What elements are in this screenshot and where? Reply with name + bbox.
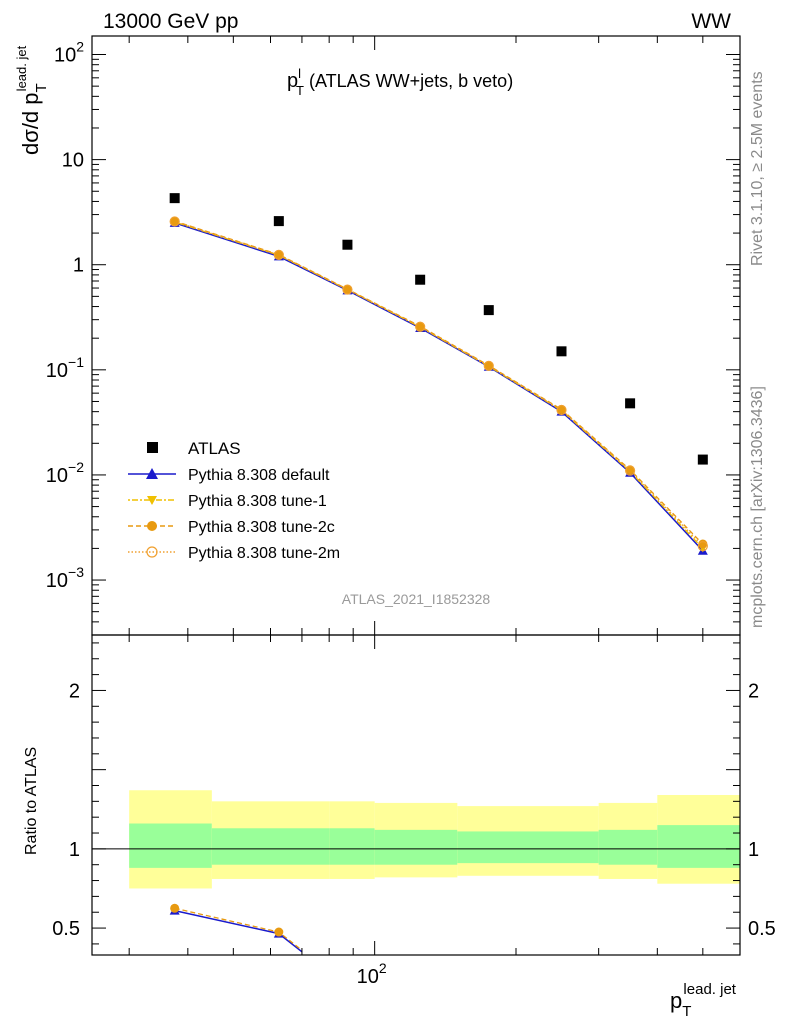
x-axis-label-main: p: [670, 988, 682, 1013]
legend-tune-2c-marker: [147, 521, 157, 531]
tune-2m-marker: [697, 541, 708, 552]
legend-label: Pythia 8.308 default: [188, 467, 330, 484]
plot-title-main: p: [287, 70, 298, 92]
atlas-point: [697, 454, 708, 465]
ratio-axis-label: Ratio to ATLAS: [23, 747, 40, 855]
y-tick-label-mantissa: 10: [62, 150, 84, 172]
atlas-point: [169, 193, 180, 204]
y-axis-label-sub: T: [33, 83, 50, 92]
y-tick-label: 10−1: [46, 354, 84, 382]
atlas-point: [415, 274, 426, 285]
legend-label: Pythia 8.308 tune-2c: [188, 519, 335, 536]
tune-2c-marker: [625, 465, 635, 475]
ratio-inner-band: [515, 831, 599, 864]
tune-2m-marker: [624, 465, 636, 476]
y-tick-label-mantissa: 1: [73, 255, 84, 277]
y-tick-label-mantissa: 10: [46, 360, 68, 382]
legend-label: ATLAS: [188, 439, 241, 458]
tune-2m-marker: [556, 404, 567, 416]
legend-tune-2m-marker: [146, 546, 158, 558]
y-tick-label-mantissa: 10: [46, 570, 68, 592]
tune-2c-marker: [698, 539, 708, 549]
ratio-tune-2c-marker: [274, 927, 284, 937]
tune-2c-marker: [484, 360, 494, 370]
legend-tune-1-marker: [147, 496, 157, 505]
plot-title-sub: T: [296, 83, 304, 98]
ratio-inner-band: [129, 823, 212, 868]
tune-2m-marker: [415, 321, 426, 332]
ratio-lines: [92, 848, 740, 953]
ratio-y-tick-label: 1: [69, 839, 80, 861]
atlas-point: [483, 305, 494, 316]
y-tick-label: 10: [62, 150, 84, 172]
ratio-inner-band: [457, 831, 516, 864]
atlas-point: [342, 239, 353, 250]
ratio-y-tick-label-right: 2: [748, 680, 759, 702]
tune-2c-marker: [274, 250, 284, 260]
x-axis-label-sup: lead. jet: [683, 981, 736, 998]
tune-2c-marker: [342, 284, 352, 294]
atlas-point: [556, 346, 567, 357]
ratio-inner-band: [329, 828, 375, 865]
y-axis-label-sup: lead. jet: [14, 45, 29, 91]
tune-2m-marker: [342, 284, 353, 295]
y-tick-label: 10−3: [46, 564, 84, 592]
plot-title-sup: l: [298, 66, 301, 81]
ratio-tune-2c-marker: [170, 903, 180, 913]
tune-2c-marker: [415, 321, 425, 331]
y-tick-label: 1: [73, 255, 84, 277]
x-axis-label-sub: T: [682, 1003, 691, 1020]
legend-label: Pythia 8.308 tune-2m: [188, 545, 340, 562]
ratio-y-tick-label: 0.5: [52, 918, 80, 940]
x-tick-label-mantissa: 10: [357, 966, 379, 988]
x-axis-label: pTlead. jet: [670, 981, 737, 1020]
ratio-inner-band: [211, 828, 330, 865]
tune-2c-marker: [556, 404, 566, 414]
plot-title: pl T (ATLAS WW+jets, b veto): [287, 66, 513, 98]
legend-default-marker: [146, 468, 158, 479]
atlas-point: [625, 398, 636, 409]
ratio-plot-frame: [91, 634, 741, 956]
ratio-y-tick-label: 2: [69, 680, 80, 702]
plot-title-rest: (ATLAS WW+jets, b veto): [304, 71, 513, 91]
y-tick-label-mantissa: 10: [54, 45, 76, 67]
mcplots-credit-label: mcplots.cern.ch [arXiv:1306.3436]: [749, 386, 766, 628]
ratio-bands: [129, 790, 740, 889]
y-axis-label: dσ/d pTlead. jet: [14, 45, 50, 155]
tune-2m-line: [174, 220, 704, 547]
analysis-watermark: ATLAS_2021_I1852328: [342, 591, 491, 607]
y-tick-label-exponent: 2: [76, 39, 84, 55]
legend-label: Pythia 8.308 tune-1: [188, 493, 327, 510]
ratio-y-tick-label-right: 1: [748, 839, 759, 861]
y-tick-label-mantissa: 10: [46, 465, 68, 487]
y-axis-label-main: dσ/d p: [18, 92, 43, 155]
tune-2m-marker: [169, 216, 180, 227]
y-tick-label-exponent: −2: [68, 459, 84, 475]
y-tick-label: 102: [54, 39, 84, 67]
x-tick-label: 102: [357, 960, 387, 988]
axes: [91, 35, 741, 956]
header-process-label: WW: [691, 10, 731, 33]
main-series: [169, 193, 708, 555]
ratio-inner-band: [657, 825, 740, 868]
legend-atlas-marker: [147, 442, 158, 453]
header-energy-label: 13000 GeV pp: [103, 10, 238, 33]
x-tick-label-exponent: 2: [379, 960, 387, 976]
ratio-y-tick-label-right: 0.5: [748, 918, 776, 940]
ratio-inner-band: [598, 829, 658, 865]
atlas-point: [273, 216, 284, 227]
tune-2m-marker: [273, 249, 284, 261]
y-tick-label-exponent: −1: [68, 354, 84, 370]
y-tick-label-exponent: −3: [68, 564, 84, 580]
ratio-inner-band: [374, 829, 458, 865]
legend: ATLAS Pythia 8.308 default Pythia 8.308 tu…: [128, 439, 340, 562]
tune-2m-marker: [483, 360, 494, 371]
y-tick-label: 10−2: [46, 459, 84, 487]
tune-2c-marker: [170, 216, 180, 226]
rivet-version-label: Rivet 3.1.10, ≥ 2.5M events: [749, 71, 766, 266]
